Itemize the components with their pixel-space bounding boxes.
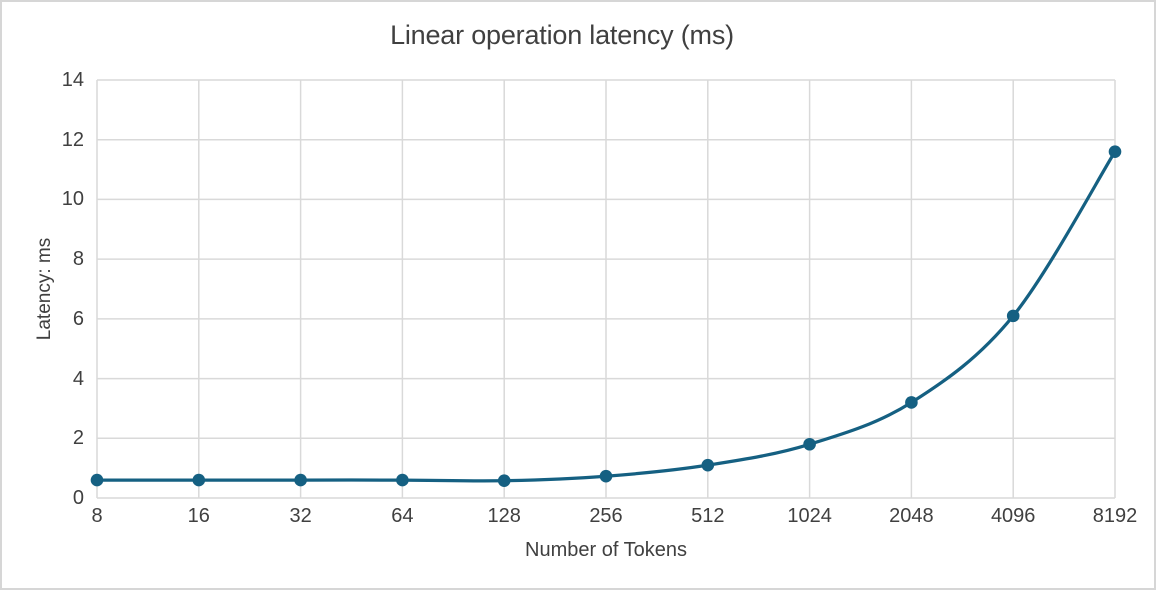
data-point-marker <box>90 473 104 487</box>
x-tick-label: 8 <box>91 505 103 527</box>
y-tick-label: 14 <box>61 69 84 91</box>
x-tick-label: 1024 <box>787 505 832 527</box>
x-tick-label: 16 <box>187 505 210 527</box>
x-tick-label: 512 <box>691 505 725 527</box>
y-tick-label: 10 <box>61 188 84 211</box>
data-point-marker <box>294 473 307 487</box>
x-tick-label: 64 <box>391 505 414 527</box>
data-point-marker <box>599 469 613 483</box>
chart-title: Linear operation latency (ms) <box>390 20 734 50</box>
y-tick-label: 8 <box>72 248 84 271</box>
data-point-marker <box>905 396 918 409</box>
plot-area <box>90 79 1122 499</box>
y-tick-label: 2 <box>72 427 84 450</box>
x-tick-label: 256 <box>589 505 623 527</box>
x-tick-label: 8192 <box>1092 505 1138 527</box>
x-axis-title: Number of Tokens <box>525 539 687 561</box>
y-tick-label: 0 <box>72 487 84 509</box>
data-point-marker <box>192 473 206 487</box>
y-tick-label: 4 <box>72 367 84 390</box>
latency-series-line <box>95 150 1117 483</box>
x-tick-label: 4096 <box>990 505 1036 527</box>
data-point-marker <box>1108 145 1122 158</box>
data-point-marker <box>497 474 511 487</box>
data-point-marker <box>803 437 816 451</box>
data-point-marker <box>396 473 409 487</box>
y-tick-label: 12 <box>61 128 84 151</box>
x-tick-label: 128 <box>487 505 521 527</box>
x-tick-label: 32 <box>289 505 312 527</box>
data-point-marker <box>1006 309 1020 323</box>
data-point-marker <box>701 458 715 472</box>
y-tick-label: 6 <box>72 307 84 330</box>
x-tick-label: 2048 <box>889 505 934 527</box>
